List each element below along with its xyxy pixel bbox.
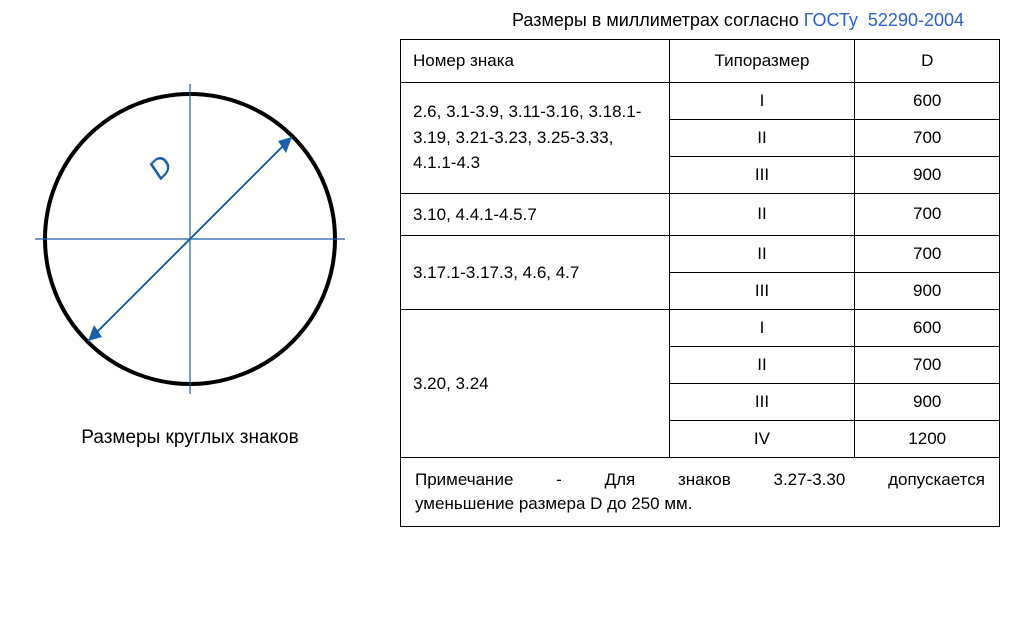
diameter-label: D [142,149,178,185]
size-cell: I [669,310,855,347]
diagram: D Размеры круглых знаков [20,39,360,449]
circle-diagram: D [30,69,350,409]
size-cell: I [669,82,855,119]
d-cell: 600 [855,82,1000,119]
size-cell: IV [669,421,855,458]
header-sign: Номер знака [401,40,670,83]
size-cell: III [669,384,855,421]
d-cell: 900 [855,273,1000,310]
header-prefix: Размеры в миллиметрах согласно [512,10,804,30]
sign-cell: 3.17.1-3.17.3, 4.6, 4.7 [401,236,670,310]
header: Размеры в миллиметрах согласно ГОСТу 522… [20,10,1004,31]
d-cell: 600 [855,310,1000,347]
table-row: 2.6, 3.1-3.9, 3.11-3.16, 3.18.1-3.19, 3.… [401,82,1000,119]
size-cell: II [669,347,855,384]
d-cell: 700 [855,236,1000,273]
sign-cell: 2.6, 3.1-3.9, 3.11-3.16, 3.18.1-3.19, 3.… [401,82,670,193]
d-cell: 700 [855,119,1000,156]
d-cell: 900 [855,156,1000,193]
gost-link[interactable]: ГОСТу 52290-2004 [804,10,964,30]
table-row: 3.17.1-3.17.3, 4.6, 4.7II700 [401,236,1000,273]
d-cell: 700 [855,347,1000,384]
d-cell: 700 [855,193,1000,236]
table-row: 3.20, 3.24I600 [401,310,1000,347]
size-cell: II [669,193,855,236]
size-table: Номер знака Типоразмер D 2.6, 3.1-3.9, 3… [400,39,1000,527]
header-d: D [855,40,1000,83]
d-cell: 900 [855,384,1000,421]
header-size: Типоразмер [669,40,855,83]
sign-cell: 3.20, 3.24 [401,310,670,458]
size-cell: II [669,236,855,273]
table-row: 3.10, 4.4.1-4.5.7II700 [401,193,1000,236]
diagram-caption: Размеры круглых знаков [20,427,360,449]
table-header-row: Номер знака Типоразмер D [401,40,1000,83]
size-cell: II [669,119,855,156]
sign-cell: 3.10, 4.4.1-4.5.7 [401,193,670,236]
table-note: Примечание-Длязнаков3.27-3.30допускается… [401,458,1000,527]
size-cell: III [669,273,855,310]
d-cell: 1200 [855,421,1000,458]
size-cell: III [669,156,855,193]
